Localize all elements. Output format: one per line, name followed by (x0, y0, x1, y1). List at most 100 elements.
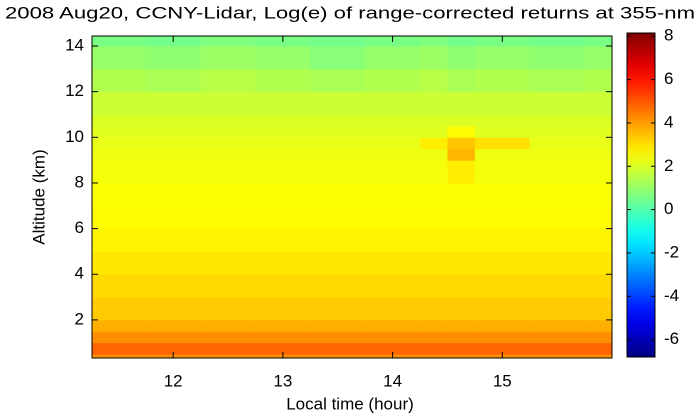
heat-cell (529, 228, 586, 252)
heat-cell (365, 160, 421, 184)
heat-cell (200, 182, 256, 207)
heat-cell (584, 91, 613, 116)
heat-cell (365, 274, 421, 298)
heat-cell (474, 137, 531, 150)
heat-cell (200, 148, 256, 161)
y-tick-label: 14 (65, 36, 84, 55)
heat-cell (255, 148, 311, 161)
heat-cell (474, 297, 531, 321)
heat-cell (92, 331, 147, 344)
heat-cell (447, 205, 476, 230)
heat-cell (255, 182, 311, 207)
heat-cell (310, 36, 366, 47)
heat-cell (200, 205, 256, 230)
heat-cell (584, 125, 613, 138)
heat-cell (474, 68, 531, 93)
heat-cell (584, 46, 613, 70)
heat-cell (584, 182, 613, 207)
heat-cell (420, 205, 448, 230)
heat-cell (474, 228, 531, 252)
y-tick-label: 10 (65, 127, 84, 146)
heat-cell (447, 319, 476, 332)
heat-cell (529, 205, 586, 230)
colorbar-tick-label: 6 (664, 69, 673, 88)
heat-cell (420, 342, 448, 355)
heat-cell (584, 228, 613, 252)
heat-cell (310, 68, 366, 93)
heat-cell (255, 297, 311, 321)
heat-cell (365, 182, 421, 207)
heat-cell (200, 68, 256, 93)
heat-cell (420, 137, 448, 150)
heat-cell (474, 160, 531, 184)
heat-cell (447, 228, 476, 252)
heat-cell (92, 319, 147, 332)
heat-cell (255, 274, 311, 298)
heat-cell (255, 91, 311, 116)
heat-cell (447, 354, 476, 359)
heat-cell (92, 68, 147, 93)
heat-cell (145, 114, 202, 127)
heat-cell (200, 46, 256, 70)
heat-cell (310, 297, 366, 321)
heat-cell (310, 228, 366, 252)
heat-cell (92, 297, 147, 321)
heat-cell (145, 205, 202, 230)
heat-cell (420, 274, 448, 298)
heat-cell (365, 251, 421, 275)
heat-cell (92, 91, 147, 116)
heat-cell (145, 68, 202, 93)
heat-cell (310, 114, 366, 127)
heat-cell (420, 36, 448, 47)
heat-cell (447, 68, 476, 93)
heat-cell (529, 342, 586, 355)
heat-cell (145, 228, 202, 252)
heat-cell (310, 182, 366, 207)
colorbar-tick-label: 4 (664, 112, 673, 131)
heat-cell (584, 354, 613, 359)
heat-cell (92, 228, 147, 252)
heat-cell (145, 251, 202, 275)
heat-cell (420, 125, 448, 138)
heat-cell (365, 137, 421, 150)
heat-cell (447, 160, 476, 184)
heat-cell (447, 114, 476, 127)
heat-cell (200, 160, 256, 184)
heat-cell (447, 182, 476, 207)
heat-cell (529, 319, 586, 332)
heat-cell (200, 137, 256, 150)
heat-cell (145, 148, 202, 161)
heat-cell (200, 319, 256, 332)
heat-cell (145, 182, 202, 207)
heat-cell (584, 297, 613, 321)
colorbar (626, 32, 656, 358)
heat-cell (310, 125, 366, 138)
x-tick-label: 15 (493, 371, 512, 390)
heat-cell (529, 125, 586, 138)
heat-cell (584, 274, 613, 298)
heat-cell (255, 251, 311, 275)
heat-cell (447, 125, 476, 138)
heat-cell (92, 274, 147, 298)
heat-cell (255, 46, 311, 70)
heat-cell (92, 137, 147, 150)
heat-cell (200, 125, 256, 138)
heat-cell (255, 125, 311, 138)
y-tick-label: 4 (75, 264, 84, 283)
heat-cell (365, 125, 421, 138)
heat-cell (145, 331, 202, 344)
heat-cell (529, 148, 586, 161)
heat-cell (420, 46, 448, 70)
heat-cell (420, 228, 448, 252)
heat-cell (200, 36, 256, 47)
heat-cell (310, 342, 366, 355)
heat-cell (584, 342, 613, 355)
x-tick-label: 12 (164, 371, 183, 390)
colorbar-tick-label: 8 (664, 26, 673, 45)
heat-cell (310, 274, 366, 298)
heat-cell (365, 68, 421, 93)
heat-cell (474, 91, 531, 116)
heat-cell (255, 331, 311, 344)
x-axis-label: Local time (hour) (286, 394, 414, 413)
